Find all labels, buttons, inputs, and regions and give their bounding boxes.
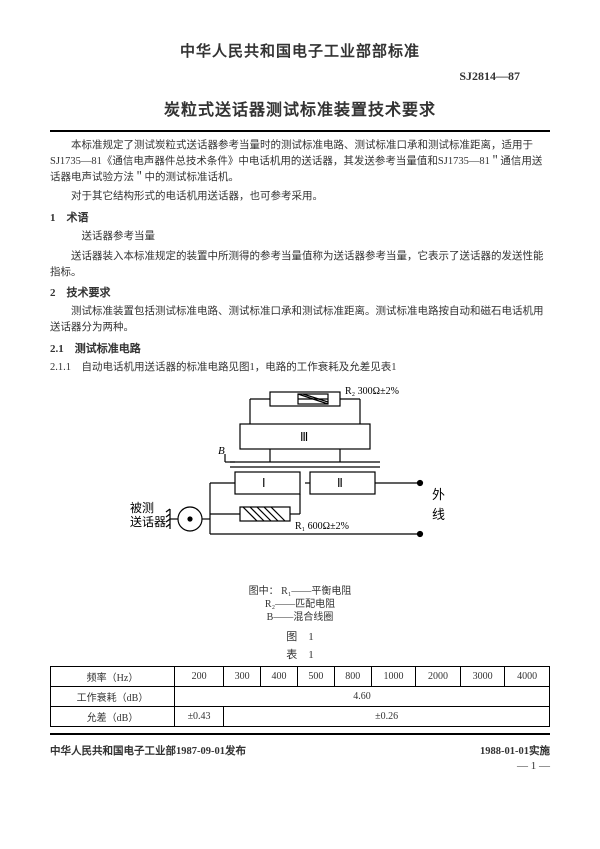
th-tol: 允差（dB） — [51, 706, 175, 726]
tol-cell: ±0.26 — [224, 706, 550, 726]
freq-cell: 500 — [297, 666, 334, 686]
section-2-head: 2 技术要求 — [50, 284, 550, 300]
freq-cell: 800 — [334, 666, 371, 686]
freq-cell: 4000 — [505, 666, 550, 686]
freq-cell: 2000 — [416, 666, 461, 686]
tol-cell: ±0.43 — [174, 706, 223, 726]
legend-title: 图中： — [249, 586, 279, 597]
term-body: 送话器装入本标准规定的装置中所测得的参考当量值称为送话器参考当量，它表示了送话器… — [50, 249, 550, 281]
right-2: 线 — [432, 507, 445, 522]
b-label: B — [218, 445, 225, 457]
table-caption: 表 1 — [50, 646, 550, 662]
data-table: 频率（Hz） 200 300 400 500 800 1000 2000 300… — [50, 666, 550, 727]
standard-code: SJ2814—87 — [50, 69, 550, 84]
footer-left: 中华人民共和国电子工业部1987-09-01发布 — [50, 743, 246, 758]
freq-cell: 200 — [174, 666, 223, 686]
freq-cell: 3000 — [460, 666, 505, 686]
legend-r1: R₁——平衡电阻 — [281, 586, 351, 597]
table-row: 允差（dB） ±0.43 ±0.26 — [51, 706, 550, 726]
th-freq: 频率（Hz） — [51, 666, 175, 686]
box1-label: Ⅰ — [262, 476, 266, 490]
figure-caption: 图 1 — [50, 628, 550, 644]
section-2-body: 测试标准装置包括测试标准电路、测试标准口承和测试标准距离。测试标准电路按自动和磁… — [50, 304, 550, 336]
loss-cell: 4.60 — [174, 686, 549, 706]
legend-b: B——混合线圈 — [267, 612, 334, 623]
section-1-head: 1 术语 — [50, 209, 550, 225]
footer: 中华人民共和国电子工业部1987-09-01发布 1988-01-01实施 — [50, 743, 550, 758]
r2-label: R₂ 300Ω±2% — [345, 386, 399, 397]
left-src-2: 送话器 — [130, 514, 166, 529]
rule-bottom — [50, 733, 550, 735]
document-title: 炭粒式送话器测试标准装置技术要求 — [50, 96, 550, 120]
rule-top — [50, 130, 550, 132]
intro-p2: 对于其它结构形式的电话机用送话器，也可参考采用。 — [50, 189, 550, 205]
table-row: 频率（Hz） 200 300 400 500 800 1000 2000 300… — [51, 666, 550, 686]
right-1: 外 — [432, 487, 445, 502]
org-title: 中华人民共和国电子工业部部标准 — [50, 40, 550, 61]
intro-p1: 本标准规定了测试炭粒式送话器参考当量时的测试标准电路、测试标准口承和测试标准距离… — [50, 138, 550, 185]
circuit-figure: R₂ 300Ω±2% Ⅲ Ⅰ Ⅱ B R₁ 600Ω±2% 被测 送话器 外 线 — [50, 384, 550, 577]
page-number: — 1 — — [50, 760, 550, 772]
r1-label: R₁ 600Ω±2% — [295, 521, 349, 532]
freq-cell: 300 — [224, 666, 261, 686]
th-loss: 工作衰耗（dB） — [51, 686, 175, 706]
freq-cell: 400 — [261, 666, 298, 686]
legend-r2: R₂——匹配电阻 — [265, 599, 335, 610]
left-src-1: 被测 — [130, 501, 154, 515]
section-2-1-head: 2.1 测试标准电路 — [50, 340, 550, 356]
section-2-1-1: 2.1.1 自动电话机用送话器的标准电路见图1，电路的工作衰耗及允差见表1 — [50, 360, 550, 376]
freq-cell: 1000 — [371, 666, 416, 686]
term-name: 送话器参考当量 — [61, 229, 551, 245]
box2-label: Ⅱ — [337, 476, 343, 490]
table-row: 工作衰耗（dB） 4.60 — [51, 686, 550, 706]
box3-label: Ⅲ — [300, 430, 308, 444]
footer-right: 1988-01-01实施 — [480, 743, 550, 758]
figure-legend: 图中： R₁——平衡电阻 R₂——匹配电阻 B——混合线圈 — [50, 585, 550, 624]
